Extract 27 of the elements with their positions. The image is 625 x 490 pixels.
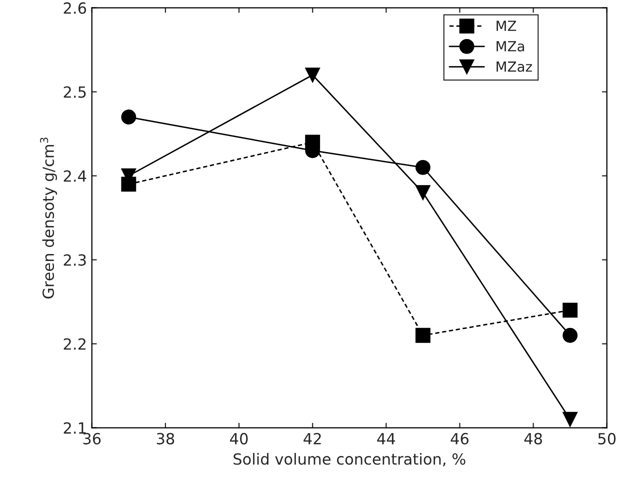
y-axis-title: Green densoty g/cm$^{3}$ [40,138,58,298]
legend-label: MZaz [496,62,532,72]
x-axis-title: Solid volume concentration, % [234,452,466,466]
y-tick-label: 2.4 [64,170,86,182]
point [415,328,430,343]
legend-label: MZa [496,41,524,52]
x-tick-label: 50 [598,432,616,444]
point [305,68,320,82]
point [562,328,578,343]
point [415,160,430,175]
x-tick-label: 44 [377,433,396,444]
x-tick-label: 38 [156,432,174,444]
x-tick-label: 42 [304,432,321,444]
y-tick-label: 2.6 [64,2,86,14]
point [121,110,136,124]
point [415,185,430,200]
y-tick-label: 2.2 [64,338,86,350]
point [562,302,578,318]
x-tick-label: 36 [83,432,101,444]
x-tick-label: 40 [230,432,248,444]
y-tick-label: 2.5 [64,86,86,98]
x-tick-label: 48 [524,432,542,444]
x-tick-label: 46 [450,432,468,444]
y-tick-label: 2.3 [64,254,86,266]
point [562,412,578,427]
y-tick-label: 2.1 [64,422,86,434]
legend-label: MZ [496,20,516,31]
